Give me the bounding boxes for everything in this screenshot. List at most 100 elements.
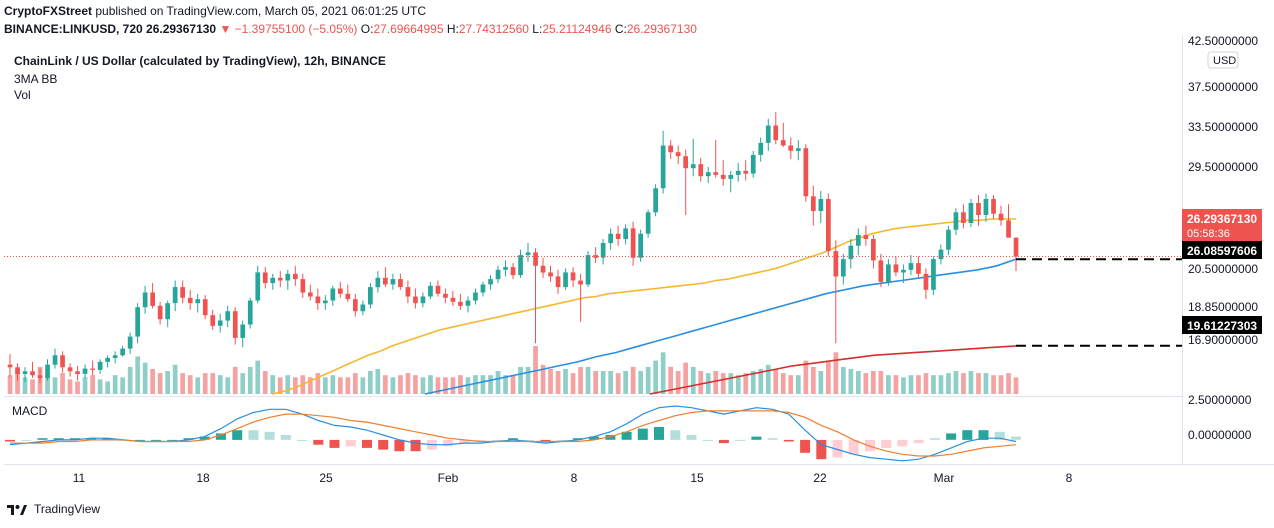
candle-body <box>698 164 704 177</box>
candle <box>30 361 35 378</box>
volume-bar <box>308 377 313 394</box>
volume-bar <box>488 375 493 394</box>
macd-histogram-bar <box>151 439 161 441</box>
candle-body <box>105 357 110 362</box>
volume-bar <box>593 371 598 394</box>
volume-bar <box>495 371 501 394</box>
publisher-name[interactable]: CryptoFXStreet <box>4 4 93 18</box>
candle-body <box>480 284 486 293</box>
candle-body <box>45 364 50 378</box>
volume-bar <box>413 375 418 394</box>
candle-body <box>353 299 358 312</box>
candle-body <box>495 269 501 280</box>
candle <box>225 305 231 328</box>
published-text: published on TradingView.com, March 05, … <box>95 4 427 18</box>
volume-bar <box>1013 377 1019 394</box>
volume-bar <box>991 375 996 394</box>
candle <box>22 367 28 382</box>
price-axis-label: 16.90000000 <box>1188 333 1258 347</box>
macd-histogram-bar <box>556 439 567 441</box>
pane-divider <box>4 396 1182 397</box>
volume-bar <box>353 373 358 394</box>
volume-bar <box>660 352 666 394</box>
volume-bar <box>728 373 734 394</box>
macd-histogram-bar <box>751 436 762 440</box>
volume-bar <box>705 373 711 394</box>
candlesticks[interactable] <box>7 112 1019 384</box>
macd-histogram-bar <box>394 439 405 452</box>
candle <box>765 118 771 151</box>
candle-body <box>195 299 201 304</box>
candle-body <box>886 264 891 282</box>
time-axis-label: Feb <box>438 471 459 485</box>
legend-macd[interactable]: MACD <box>12 404 48 418</box>
candle-body <box>368 287 373 305</box>
candle <box>735 162 741 182</box>
macd-histogram-bar <box>978 430 989 440</box>
macd-histogram-bar <box>329 439 340 448</box>
candle-body <box>97 361 103 370</box>
chart-area[interactable]: 42.50000000 37.50000000 33.50000000 29.5000… <box>0 36 1274 500</box>
candle <box>420 292 426 308</box>
price-axis[interactable]: 42.50000000 37.50000000 33.50000000 29.5000… <box>1182 36 1262 442</box>
candle-body <box>653 188 658 213</box>
candle-body <box>277 277 283 281</box>
legend-indicator-bb[interactable]: 3MA BB <box>14 72 57 86</box>
candle <box>60 351 65 373</box>
candle-body <box>172 287 178 304</box>
candle <box>743 160 749 181</box>
candle-body <box>585 255 591 285</box>
volume-bar <box>540 364 546 394</box>
macd-histogram-bar <box>767 438 778 440</box>
candle-body <box>458 301 463 306</box>
volume-bar <box>976 373 981 394</box>
candle-body <box>285 273 291 281</box>
candle-body <box>608 233 613 244</box>
candle-body <box>796 148 801 151</box>
volume-bar <box>916 375 921 394</box>
countdown-label: 05:58:36 <box>1187 228 1230 240</box>
volume-bar <box>383 375 388 394</box>
candle-body <box>540 265 546 273</box>
macd-histogram-bar <box>313 439 324 445</box>
candle <box>277 271 283 288</box>
candle-body <box>998 213 1004 221</box>
volume-bar <box>848 369 854 394</box>
macd-histogram-bar <box>735 439 746 441</box>
candle <box>683 149 688 215</box>
volume-bar <box>796 375 801 394</box>
candle <box>555 269 561 294</box>
candle <box>780 122 786 147</box>
candle <box>187 289 193 310</box>
macd-histogram-bar <box>53 438 64 440</box>
candle <box>135 303 140 344</box>
volume-bar <box>150 369 155 394</box>
candle <box>480 281 486 297</box>
time-axis[interactable]: 11 18 25 Feb 8 15 22 Mar 8 <box>73 471 1073 485</box>
candle <box>165 300 170 328</box>
volume-bar <box>15 371 20 394</box>
macd-histogram-bar <box>410 439 421 452</box>
candle <box>488 275 493 290</box>
candle-body <box>503 267 508 270</box>
volume-bar <box>675 371 681 394</box>
tradingview-logo[interactable]: TradingView <box>6 502 100 516</box>
volume-bar <box>157 373 163 394</box>
macd-histogram-bar <box>881 439 892 448</box>
volume-bar <box>811 366 816 394</box>
candle-body <box>645 212 651 234</box>
volume-bar <box>908 375 914 394</box>
candle-body <box>112 355 118 358</box>
candle-body <box>187 297 193 304</box>
volume-bar <box>293 377 298 394</box>
candle <box>398 273 403 290</box>
macd-histogram-bar <box>264 431 275 440</box>
candle-body <box>450 297 456 302</box>
candle <box>690 138 696 177</box>
candle <box>443 288 448 304</box>
legend-indicator-vol[interactable]: Vol <box>14 88 31 102</box>
volume-bar <box>608 371 613 394</box>
candle <box>773 112 779 145</box>
volume-bar <box>323 377 328 394</box>
volume-bar <box>585 366 591 394</box>
